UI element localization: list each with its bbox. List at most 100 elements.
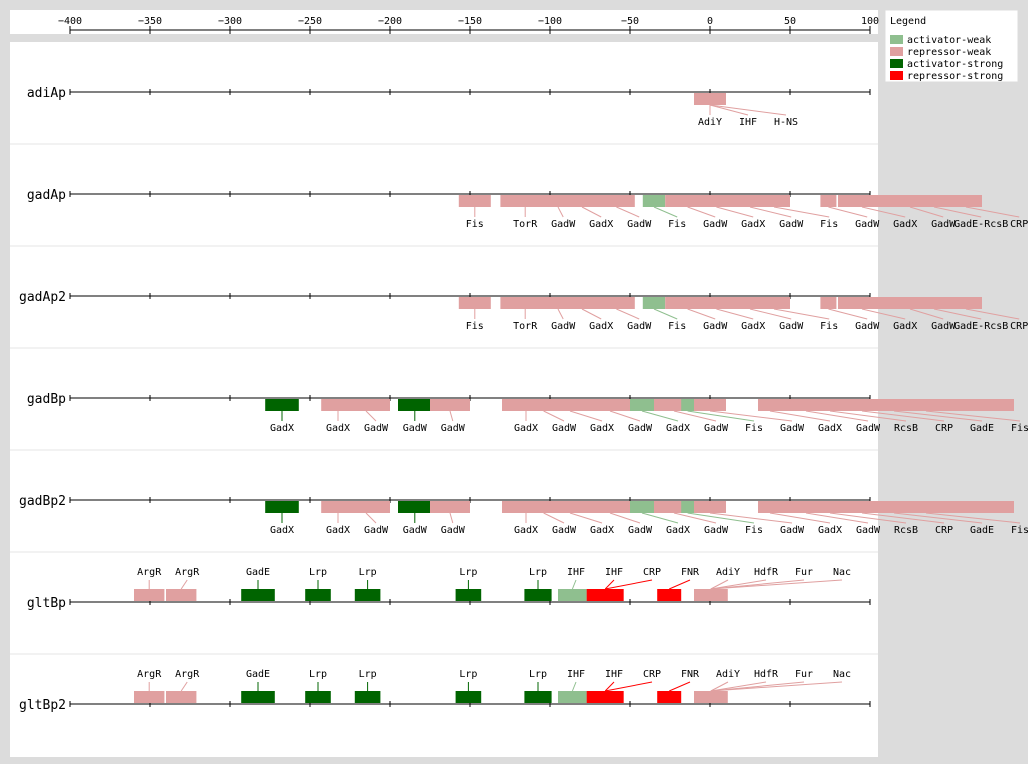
- site-label: GadW: [779, 321, 804, 332]
- site-leader: [709, 512, 793, 524]
- legend-box: [884, 9, 1019, 83]
- axis-tick-label: −200: [378, 16, 402, 27]
- binding-site: [558, 691, 587, 703]
- site-label: GadX: [270, 525, 294, 536]
- site-label: Fis: [745, 423, 763, 434]
- binding-site: [681, 501, 694, 513]
- site-leader: [641, 410, 679, 422]
- site-label: Fis: [668, 321, 686, 332]
- legend-swatch-activator-weak: [890, 35, 903, 44]
- site-label: GadW: [364, 423, 389, 434]
- site-label: IHF: [567, 567, 585, 578]
- site-label: GadW: [552, 525, 577, 536]
- site-leader: [641, 512, 679, 524]
- site-label: GadW: [628, 525, 653, 536]
- site-leader: [716, 206, 754, 218]
- site-label: GadE-RcsB: [954, 321, 1008, 332]
- binding-site: [134, 589, 165, 601]
- site-leader: [687, 308, 716, 320]
- site-label: GadX: [590, 525, 614, 536]
- legend-swatch-activator-strong: [890, 59, 903, 68]
- binding-site: [590, 399, 630, 411]
- site-leader: [609, 512, 641, 524]
- site-label: Lrp: [309, 567, 327, 578]
- site-leader: [569, 512, 603, 524]
- site-leader: [687, 512, 755, 524]
- site-label: GadW: [627, 219, 652, 230]
- site-label: HdfR: [754, 567, 779, 578]
- site-label: GadE: [970, 525, 994, 536]
- promoter-name: gadBp: [27, 392, 66, 407]
- site-label: Fur: [795, 567, 813, 578]
- site-leader: [569, 410, 603, 422]
- site-leader: [605, 681, 653, 692]
- binding-site: [598, 297, 635, 309]
- axis-tick-label: −100: [538, 16, 562, 27]
- site-label: GadE: [246, 669, 270, 680]
- site-label: GadW: [552, 423, 577, 434]
- site-label: IHF: [605, 669, 623, 680]
- site-leader: [669, 681, 691, 692]
- binding-site: [598, 195, 635, 207]
- site-leader: [653, 206, 678, 218]
- site-label: AdiY: [698, 117, 722, 128]
- axis-tick-label: −350: [138, 16, 162, 27]
- site-label: AdiY: [716, 567, 740, 578]
- site-leader: [805, 512, 869, 524]
- site-leader: [828, 308, 868, 320]
- site-label: GadX: [590, 423, 614, 434]
- site-label: Lrp: [359, 567, 377, 578]
- site-label: CRP: [643, 567, 661, 578]
- site-label: GadW: [627, 321, 652, 332]
- binding-site: [657, 691, 682, 703]
- site-label: GadX: [326, 525, 350, 536]
- site-leader: [893, 512, 983, 524]
- site-leader: [557, 308, 564, 320]
- site-leader: [616, 206, 640, 218]
- promoter-name: gadAp: [27, 188, 66, 203]
- site-label: IHF: [567, 669, 585, 680]
- site-leader: [180, 579, 188, 590]
- site-leader: [571, 681, 577, 692]
- site-leader: [710, 681, 729, 692]
- site-label: GadX: [270, 423, 294, 434]
- site-leader: [365, 410, 377, 422]
- site-leader: [709, 104, 749, 116]
- site-leader: [861, 512, 945, 524]
- site-label: GadW: [855, 219, 880, 230]
- site-label: IHF: [739, 117, 757, 128]
- site-leader: [909, 206, 944, 218]
- site-label: GadX: [818, 525, 842, 536]
- site-label: Lrp: [529, 669, 547, 680]
- site-label: GadW: [704, 423, 729, 434]
- site-leader: [687, 410, 755, 422]
- site-leader: [669, 579, 691, 590]
- binding-site: [305, 589, 331, 601]
- binding-site: [342, 399, 390, 411]
- binding-site: [524, 589, 552, 601]
- axis-tick-label: −250: [298, 16, 322, 27]
- promoter-track-adiAp: adiAp AdiY IHF H-NS: [27, 86, 871, 128]
- binding-site: [430, 399, 470, 411]
- legend-title: Legend: [890, 16, 926, 27]
- site-leader: [449, 410, 454, 422]
- site-label: Lrp: [309, 669, 327, 680]
- site-label: CRP: [643, 669, 661, 680]
- legend-label: repressor-strong: [907, 71, 1003, 82]
- site-leader: [365, 512, 377, 524]
- site-leader: [180, 681, 188, 692]
- site-leader: [965, 206, 1020, 218]
- site-label: RcsB: [894, 525, 918, 536]
- site-label: AdiY: [716, 669, 740, 680]
- site-label: Fis: [820, 219, 838, 230]
- site-leader: [925, 512, 1021, 524]
- site-label: GadX: [666, 423, 690, 434]
- site-label: GadW: [855, 321, 880, 332]
- binding-site: [966, 501, 1014, 513]
- site-label: GadW: [551, 219, 576, 230]
- site-leader: [773, 206, 830, 218]
- binding-site: [966, 399, 1014, 411]
- promoter-name: gadBp2: [19, 494, 66, 509]
- binding-site: [342, 501, 390, 513]
